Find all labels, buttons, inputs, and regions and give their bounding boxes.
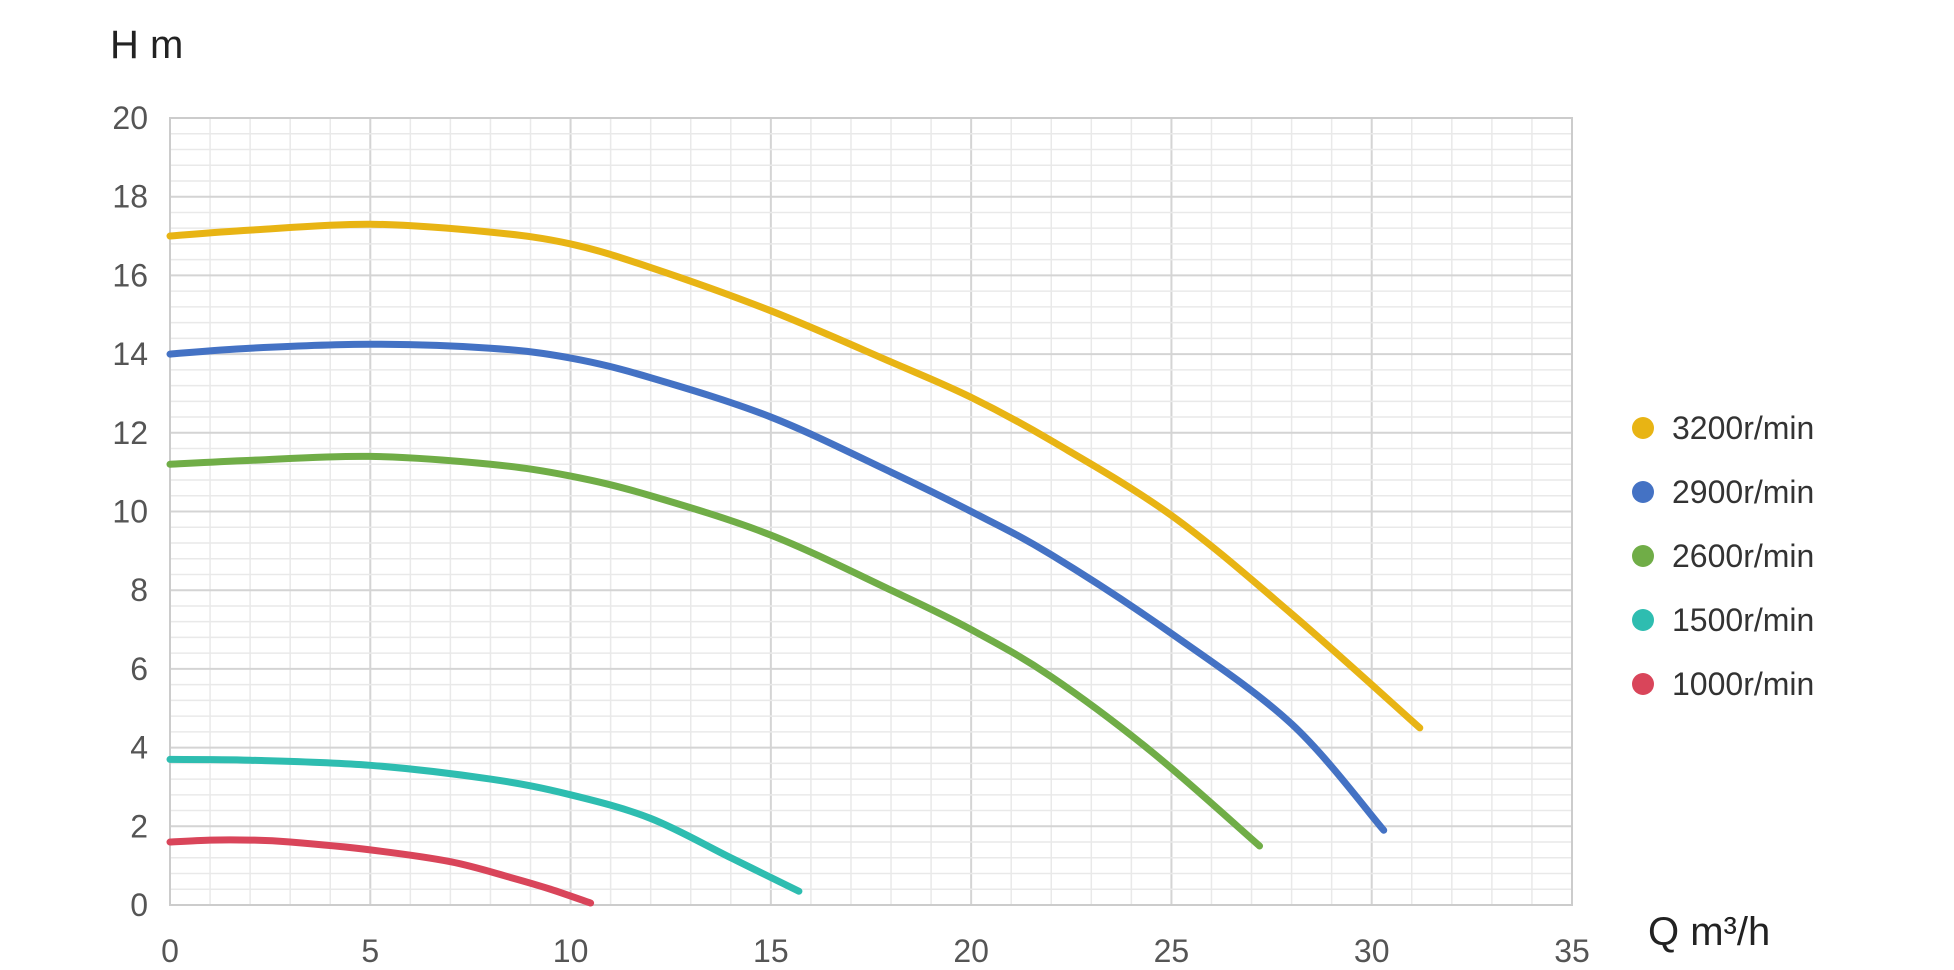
legend-label: 2900r/min <box>1672 474 1814 510</box>
legend-label: 2600r/min <box>1672 538 1814 574</box>
legend-label: 3200r/min <box>1672 410 1814 446</box>
y-tick-label: 0 <box>130 887 148 923</box>
legend-marker <box>1632 417 1654 439</box>
x-tick-label: 30 <box>1354 933 1390 969</box>
series-line-2900r-min <box>166 340 1388 834</box>
plot-border <box>169 117 1573 906</box>
legend-marker <box>1632 481 1654 503</box>
y-tick-label: 6 <box>130 651 148 687</box>
legend-marker <box>1632 673 1654 695</box>
series-line-1500r-min <box>166 755 803 895</box>
x-tick-label: 20 <box>953 933 989 969</box>
tick-labels: 0 5 10 15 20 25 30 35 0 2 4 6 8 10 12 14 16 18 20 <box>112 100 1589 969</box>
y-tick-label: 20 <box>112 100 148 136</box>
legend: 3200r/min 2900r/min 2600r/min 1500r/min 1000… <box>1632 410 1814 702</box>
y-tick-label: 12 <box>112 415 148 451</box>
x-tick-label: 35 <box>1554 933 1590 969</box>
legend-label: 1000r/min <box>1672 666 1814 702</box>
x-tick-label: 0 <box>161 933 179 969</box>
y-tick-label: 10 <box>112 494 148 530</box>
x-tick-label: 10 <box>553 933 589 969</box>
y-tick-label: 16 <box>112 257 148 293</box>
legend-marker <box>1632 609 1654 631</box>
x-tick-label: 15 <box>753 933 789 969</box>
y-axis-title: H m <box>110 23 183 67</box>
legend-marker <box>1632 545 1654 567</box>
series-group <box>166 220 1424 907</box>
series-line-1000r-min <box>166 836 595 907</box>
x-tick-label: 25 <box>1154 933 1190 969</box>
y-tick-label: 8 <box>130 572 148 608</box>
y-tick-label: 18 <box>112 179 148 215</box>
series-line-3200r-min <box>166 220 1424 732</box>
y-tick-label: 4 <box>130 730 148 766</box>
y-tick-label: 2 <box>130 808 148 844</box>
series-line-2600r-min <box>166 452 1264 850</box>
legend-label: 1500r/min <box>1672 602 1814 638</box>
x-tick-label: 5 <box>361 933 379 969</box>
y-tick-label: 14 <box>112 336 148 372</box>
x-axis-title: Q m³/h <box>1648 910 1770 954</box>
